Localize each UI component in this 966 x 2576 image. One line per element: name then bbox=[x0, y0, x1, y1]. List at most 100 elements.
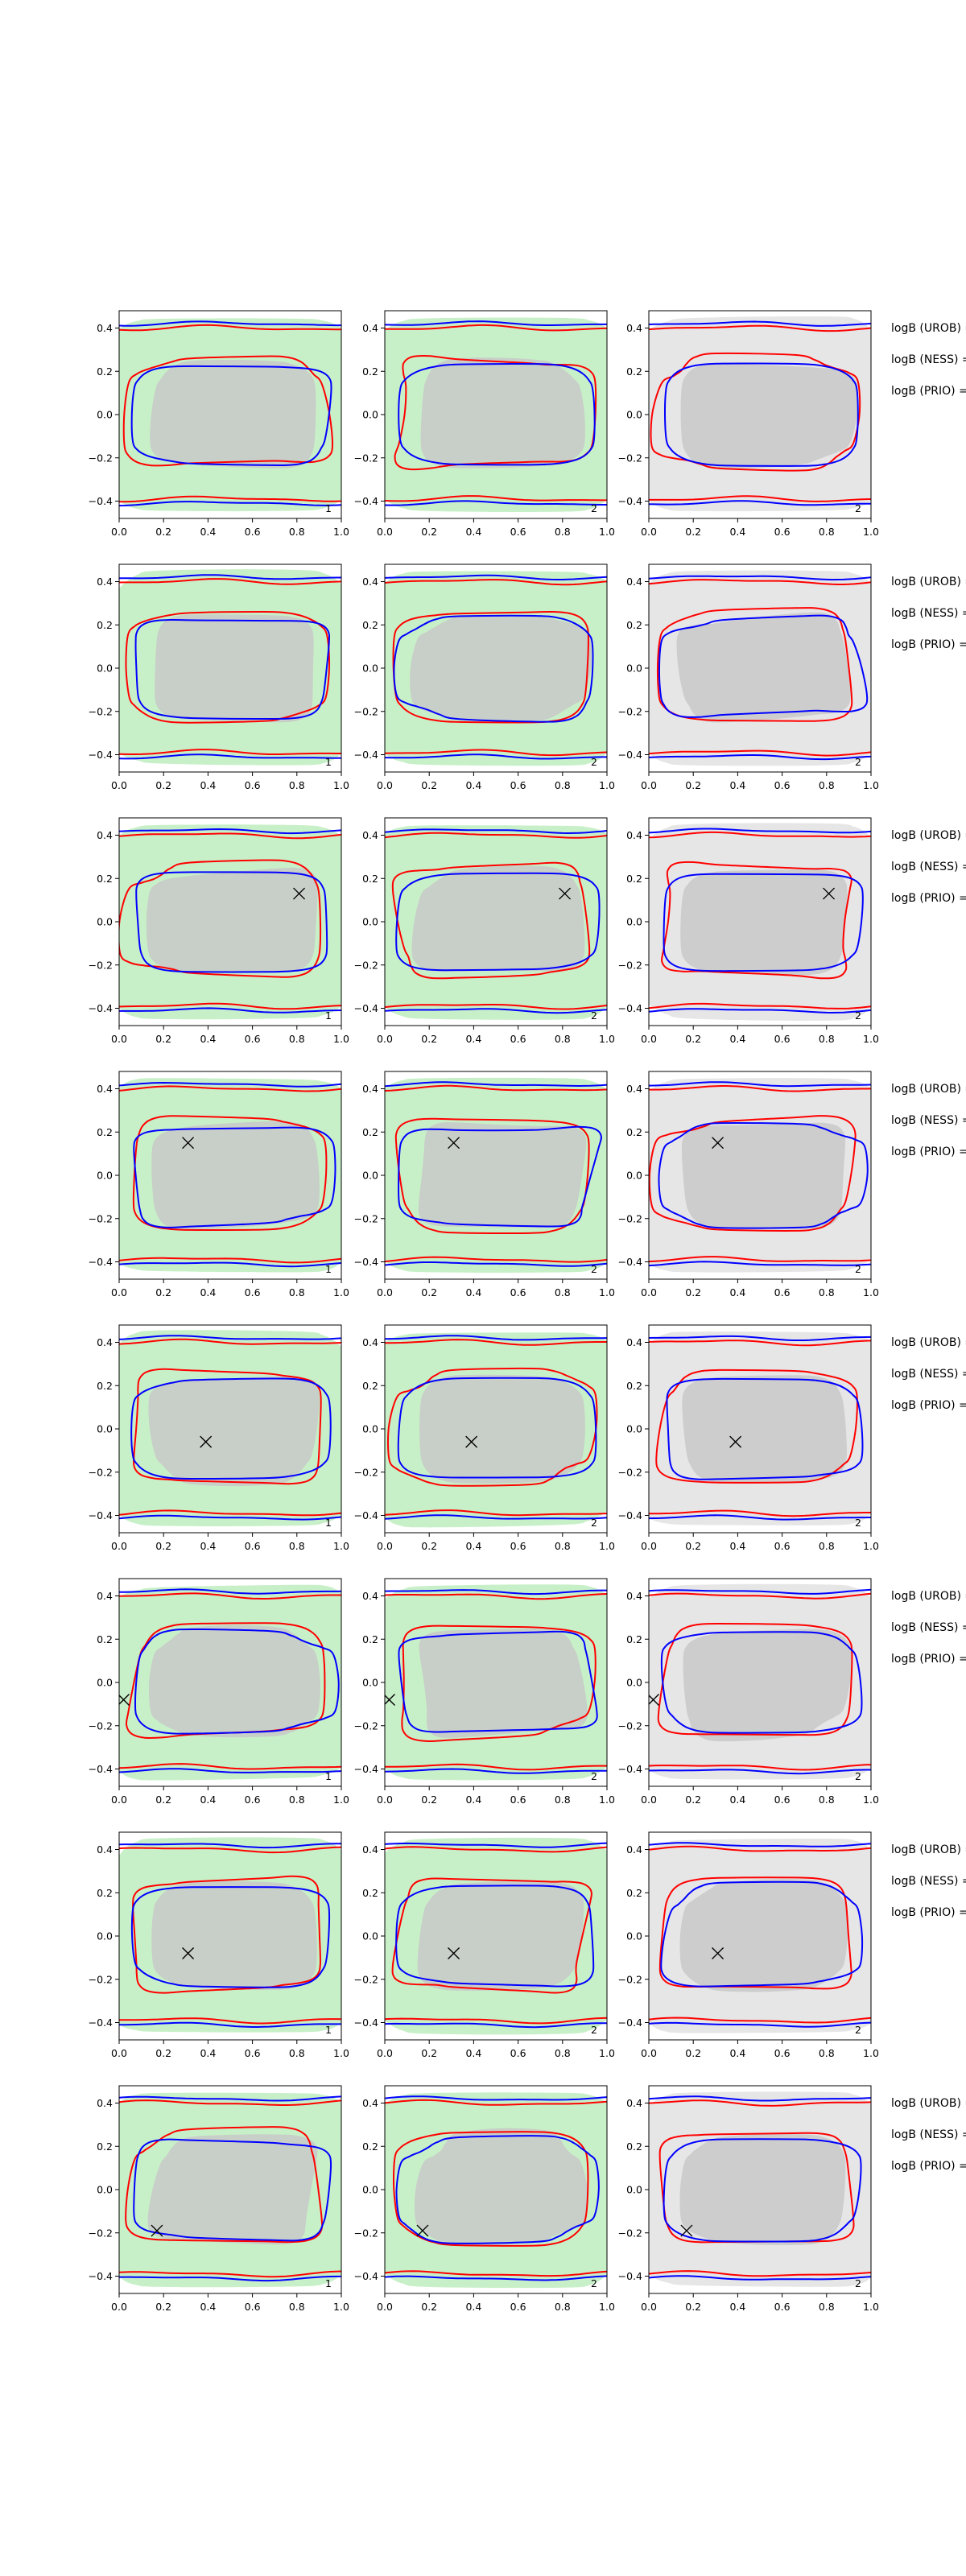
x-tick-label: 0.2 bbox=[155, 2301, 171, 2313]
plot-area bbox=[385, 2092, 607, 2289]
red-contour-top bbox=[385, 324, 607, 332]
y-tick-label: −0.4 bbox=[354, 2270, 378, 2282]
y-tick-label: −0.2 bbox=[354, 2227, 378, 2239]
x-tick-label: 0.0 bbox=[111, 2047, 127, 2059]
x-tick-label: 0.4 bbox=[465, 2047, 481, 2059]
y-tick-label: −0.2 bbox=[618, 1212, 642, 1224]
y-tick-label: 0.2 bbox=[362, 2140, 378, 2153]
logb-annotation: logB (UROB) = bbox=[891, 2097, 966, 2110]
y-tick-label: 0.2 bbox=[362, 1887, 378, 1899]
red-contour-bottom bbox=[385, 495, 607, 502]
y-tick-label: 0.0 bbox=[626, 916, 642, 928]
red-contour-bottom bbox=[385, 749, 607, 757]
plot-area bbox=[649, 1839, 871, 2033]
blue-contour-top bbox=[119, 828, 341, 835]
blue-contour-top bbox=[119, 1843, 341, 1849]
y-tick-label: 0.2 bbox=[626, 365, 642, 378]
blue-contour-bottom bbox=[119, 2021, 341, 2028]
panel-label: 2 bbox=[591, 2024, 597, 2036]
y-tick-label: −0.2 bbox=[618, 705, 642, 717]
plot-area bbox=[119, 318, 341, 512]
red-contour-bottom bbox=[119, 1763, 341, 1770]
logb-annotation: logB (PRIO) = bbox=[891, 892, 966, 905]
panel-r7-c1: 0.0 0.2 0.4 0.6 0.8 1.0 0.4 0.2 0.0 −0.2 −0.4 1 bbox=[89, 1831, 349, 2059]
blue-contour-top bbox=[119, 1081, 341, 1088]
x-tick-label: 0.0 bbox=[641, 526, 657, 538]
panel-r3-c1: 0.0 0.2 0.4 0.6 0.8 1.0 0.4 0.2 0.0 −0.2 −0.4 1 bbox=[89, 817, 349, 1045]
red-contour bbox=[133, 1368, 322, 1485]
panel-label: 1 bbox=[325, 1009, 332, 1022]
y-tick-label: 0.0 bbox=[362, 1423, 378, 1435]
y-tick-label: −0.4 bbox=[618, 495, 642, 507]
panel-label: 2 bbox=[855, 1517, 861, 1529]
plot-area bbox=[385, 1332, 607, 1528]
logb-annotation: logB (NESS) = bbox=[891, 2128, 966, 2141]
red-contour bbox=[132, 1875, 321, 1994]
blue-contour-top bbox=[649, 828, 871, 834]
blue-contour-top bbox=[385, 1335, 607, 1341]
y-tick-label: 0.0 bbox=[626, 1677, 642, 1689]
y-tick-label: 0.0 bbox=[97, 409, 113, 421]
x-tick-label: 0.8 bbox=[819, 1540, 835, 1552]
y-tick-label: −0.4 bbox=[354, 1509, 378, 1521]
panel-label: 1 bbox=[325, 1263, 332, 1275]
x-tick-label: 0.6 bbox=[245, 1033, 261, 1045]
x-tick-label: 0.0 bbox=[111, 1540, 127, 1552]
y-tick-label: −0.4 bbox=[89, 1002, 113, 1014]
core-region bbox=[680, 869, 848, 976]
x-marker bbox=[182, 1137, 195, 1150]
panel-r2-c2: 0.0 0.2 0.4 0.6 0.8 1.0 0.4 0.2 0.0 −0.2 −0.4 2 bbox=[354, 564, 615, 791]
blue-contour-bottom bbox=[385, 2022, 607, 2029]
panel-r7-c2: 0.0 0.2 0.4 0.6 0.8 1.0 0.4 0.2 0.0 −0.2 −0.4 2 bbox=[354, 1831, 615, 2059]
x-marker bbox=[293, 887, 306, 900]
blue-contour-top bbox=[649, 1588, 871, 1595]
x-marker bbox=[416, 2224, 429, 2237]
blue-contour-top bbox=[385, 1589, 607, 1596]
x-tick-label: 0.0 bbox=[641, 779, 657, 791]
x-tick-label: 0.2 bbox=[685, 1033, 701, 1045]
panel-label: 2 bbox=[855, 502, 861, 514]
red-contour-bottom bbox=[385, 2017, 607, 2025]
x-tick-label: 0.0 bbox=[111, 779, 127, 791]
x-tick-label: 0.8 bbox=[289, 779, 305, 791]
y-tick-label: 0.0 bbox=[97, 1930, 113, 1942]
blue-contour bbox=[398, 363, 596, 466]
logb-annotations-r8: logB (UROB) = logB (NESS) = logB (PRIO) = bbox=[891, 2097, 966, 2173]
x-tick-label: 0.6 bbox=[510, 1794, 526, 1806]
x-tick-label: 0.2 bbox=[421, 1794, 437, 1806]
x-tick-label: 0.4 bbox=[200, 1033, 216, 1045]
red-contour-top bbox=[385, 1084, 607, 1092]
y-tick-label: 0.0 bbox=[97, 916, 113, 928]
plot-area bbox=[119, 824, 341, 1020]
panel-r8-c3: 0.0 0.2 0.4 0.6 0.8 1.0 0.4 0.2 0.0 −0.2 −0.4 2 bbox=[618, 2085, 879, 2313]
blue-contour-bottom bbox=[649, 500, 871, 506]
x-tick-label: 1.0 bbox=[863, 526, 879, 538]
panel-label: 2 bbox=[855, 2024, 861, 2036]
x-tick-label: 0.4 bbox=[465, 779, 481, 791]
x-tick-label: 0.4 bbox=[729, 2047, 745, 2059]
x-tick-label: 0.2 bbox=[685, 2301, 701, 2313]
plot-area bbox=[649, 823, 871, 1021]
core-region bbox=[410, 615, 592, 722]
red-contour-bottom bbox=[385, 1256, 607, 1263]
panel-label: 1 bbox=[325, 502, 332, 514]
logb-annotations-r3: logB (UROB) = logB (NESS) = logB (PRIO) = bbox=[891, 829, 966, 905]
blue-contour-top bbox=[649, 1081, 871, 1088]
y-tick-label: −0.4 bbox=[618, 2270, 642, 2282]
plot-area bbox=[649, 1583, 871, 1780]
x-tick-label: 0.2 bbox=[155, 2047, 171, 2059]
x-tick-label: 0.6 bbox=[510, 1033, 526, 1045]
blue-contour-top bbox=[649, 320, 871, 327]
y-tick-label: 0.0 bbox=[626, 2184, 642, 2196]
x-tick-label: 0.6 bbox=[774, 2047, 791, 2059]
panel-r5-c2: 0.0 0.2 0.4 0.6 0.8 1.0 0.4 0.2 0.0 −0.2 −0.4 2 bbox=[354, 1324, 615, 1552]
blue-contour bbox=[658, 614, 869, 718]
x-tick-label: 0.6 bbox=[774, 1286, 791, 1298]
logb-annotation: logB (NESS) = bbox=[891, 1368, 966, 1381]
y-tick-label: −0.4 bbox=[354, 749, 378, 761]
y-tick-label: 0.0 bbox=[97, 1170, 113, 1182]
x-tick-label: 0.2 bbox=[155, 1794, 171, 1806]
y-tick-label: 0.4 bbox=[362, 1336, 378, 1348]
y-tick-label: −0.4 bbox=[618, 1509, 642, 1521]
blue-contour bbox=[663, 2138, 862, 2243]
